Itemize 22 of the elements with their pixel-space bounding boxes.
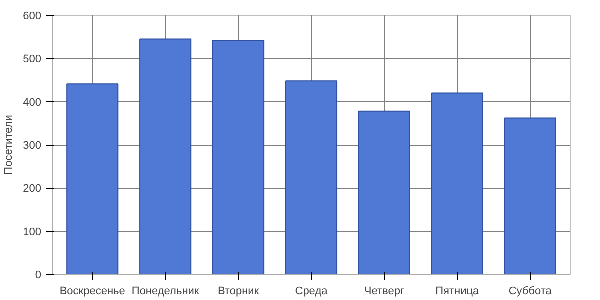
bar (140, 38, 192, 274)
bar (431, 92, 484, 274)
bar (285, 80, 338, 274)
bar (358, 110, 410, 274)
x-tick-label: Вторник (218, 286, 260, 298)
x-tick-label: Среда (295, 286, 329, 298)
y-tick-label: 600 (23, 10, 42, 22)
y-tick-label: 100 (23, 226, 42, 238)
bar (504, 118, 556, 274)
x-tick-label: Пятница (436, 286, 480, 298)
x-tick-label: Четверг (364, 286, 405, 298)
y-axis-title: Посетители (3, 115, 16, 175)
y-tick-label: 500 (23, 54, 42, 66)
x-tick-label: Воскресенье (60, 286, 126, 298)
x-tick-label: Понедельник (132, 286, 200, 298)
bar (212, 40, 265, 274)
bar (66, 84, 119, 274)
y-tick-label: 400 (23, 96, 42, 109)
y-tick-label: 300 (23, 140, 42, 152)
x-tick-label: Суббота (508, 286, 553, 298)
y-tick-label: 0 (35, 270, 42, 282)
y-tick-label: 200 (23, 183, 42, 196)
